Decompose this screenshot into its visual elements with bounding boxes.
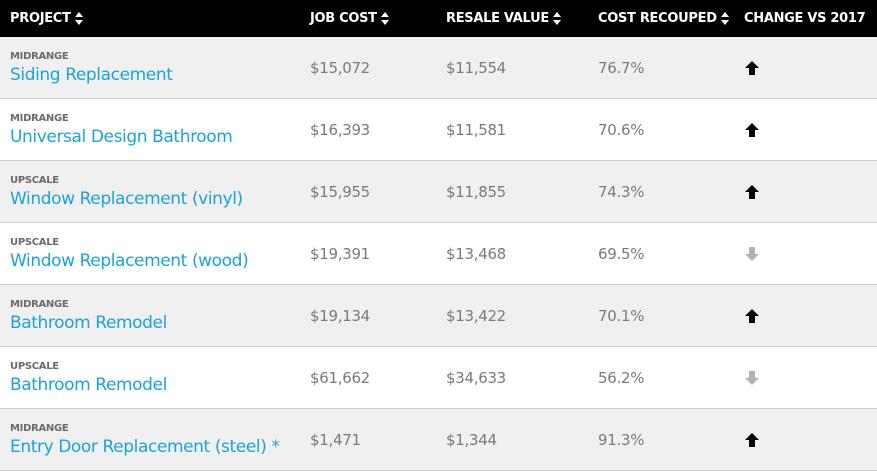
resale-value: $13,422 bbox=[446, 306, 506, 325]
project-cell: UPSCALE Bathroom Remodel bbox=[0, 361, 300, 395]
change-cell bbox=[732, 122, 877, 138]
arrow-up-icon bbox=[745, 184, 759, 199]
cost-recouped: 69.5% bbox=[598, 244, 645, 263]
project-name-link[interactable]: Window Replacement (vinyl) bbox=[10, 188, 243, 209]
job-cost: $61,662 bbox=[310, 368, 370, 387]
resale-value: $13,468 bbox=[446, 244, 506, 263]
project-cell: MIDRANGE Entry Door Replacement (steel) … bbox=[0, 423, 300, 457]
header-change-label: CHANGE VS 2017 bbox=[744, 11, 866, 26]
sort-icon bbox=[552, 12, 561, 25]
table-row: MIDRANGE Bathroom Remodel $19,134 $13,42… bbox=[0, 285, 877, 347]
table-row: UPSCALE Window Replacement (vinyl) $15,9… bbox=[0, 161, 877, 223]
header-resale-value-label: RESALE VALUE bbox=[446, 11, 549, 26]
project-name-link[interactable]: Siding Replacement bbox=[10, 64, 173, 85]
job-cost: $15,955 bbox=[310, 182, 370, 201]
table-row: UPSCALE Bathroom Remodel $61,662 $34,633… bbox=[0, 347, 877, 409]
project-name-link[interactable]: Window Replacement (wood) bbox=[10, 250, 249, 271]
project-cell: MIDRANGE Siding Replacement bbox=[0, 51, 300, 85]
project-tier: UPSCALE bbox=[10, 236, 59, 248]
resale-value: $11,581 bbox=[446, 120, 506, 139]
sort-icon bbox=[720, 12, 729, 25]
change-cell bbox=[732, 308, 877, 324]
cost-recouped: 70.6% bbox=[598, 120, 645, 139]
project-name-link[interactable]: Universal Design Bathroom bbox=[10, 126, 233, 147]
header-job-cost-label: JOB COST bbox=[310, 11, 377, 26]
table-header: PROJECT JOB COST RESALE VALUE COST RECOU… bbox=[0, 0, 877, 37]
change-cell bbox=[732, 246, 877, 262]
project-tier: MIDRANGE bbox=[10, 50, 69, 62]
job-cost: $1,471 bbox=[310, 430, 361, 449]
sort-job-cost-button[interactable]: JOB COST bbox=[300, 11, 443, 26]
arrow-up-icon bbox=[745, 60, 759, 75]
resale-value: $1,344 bbox=[446, 430, 497, 449]
sort-cost-recouped-button[interactable]: COST RECOUPED bbox=[588, 11, 732, 26]
cost-recouped: 76.7% bbox=[598, 58, 645, 77]
project-name-link[interactable]: Bathroom Remodel bbox=[10, 374, 167, 395]
change-cell bbox=[732, 432, 877, 448]
arrow-down-icon bbox=[745, 246, 759, 261]
resale-value: $34,633 bbox=[446, 368, 506, 387]
project-tier: MIDRANGE bbox=[10, 298, 69, 310]
sort-icon bbox=[74, 12, 83, 25]
table-row: MIDRANGE Entry Door Replacement (steel) … bbox=[0, 409, 877, 471]
table-row: UPSCALE Window Replacement (wood) $19,39… bbox=[0, 223, 877, 285]
project-cell: UPSCALE Window Replacement (vinyl) bbox=[0, 175, 300, 209]
header-cost-recouped-label: COST RECOUPED bbox=[598, 11, 717, 26]
project-name-link[interactable]: Entry Door Replacement (steel) * bbox=[10, 436, 280, 457]
job-cost: $19,134 bbox=[310, 306, 370, 325]
job-cost: $19,391 bbox=[310, 244, 370, 263]
arrow-up-icon bbox=[745, 308, 759, 323]
project-tier: UPSCALE bbox=[10, 360, 59, 372]
project-tier: MIDRANGE bbox=[10, 112, 69, 124]
project-name-link[interactable]: Bathroom Remodel bbox=[10, 312, 167, 333]
cost-recouped: 70.1% bbox=[598, 306, 645, 325]
cost-recouped: 91.3% bbox=[598, 430, 645, 449]
arrow-down-icon bbox=[745, 370, 759, 385]
project-tier: UPSCALE bbox=[10, 174, 59, 186]
project-cell: MIDRANGE Universal Design Bathroom bbox=[0, 113, 300, 147]
sort-icon bbox=[380, 12, 389, 25]
table-row: MIDRANGE Universal Design Bathroom $16,3… bbox=[0, 99, 877, 161]
change-cell bbox=[732, 184, 877, 200]
project-tier: MIDRANGE bbox=[10, 422, 69, 434]
arrow-up-icon bbox=[745, 432, 759, 447]
sort-resale-value-button[interactable]: RESALE VALUE bbox=[443, 11, 588, 26]
project-cell: UPSCALE Window Replacement (wood) bbox=[0, 237, 300, 271]
change-cell bbox=[732, 370, 877, 386]
project-cell: MIDRANGE Bathroom Remodel bbox=[0, 299, 300, 333]
change-cell bbox=[732, 60, 877, 76]
resale-value: $11,855 bbox=[446, 182, 506, 201]
table-row: MIDRANGE Siding Replacement $15,072 $11,… bbox=[0, 37, 877, 99]
resale-value: $11,554 bbox=[446, 58, 506, 77]
arrow-up-icon bbox=[745, 122, 759, 137]
sort-project-button[interactable]: PROJECT bbox=[0, 11, 300, 26]
cost-recouped: 74.3% bbox=[598, 182, 645, 201]
job-cost: $15,072 bbox=[310, 58, 370, 77]
cost-recouped: 56.2% bbox=[598, 368, 645, 387]
job-cost: $16,393 bbox=[310, 120, 370, 139]
header-project-label: PROJECT bbox=[10, 11, 71, 26]
header-change: CHANGE VS 2017 bbox=[732, 11, 877, 26]
